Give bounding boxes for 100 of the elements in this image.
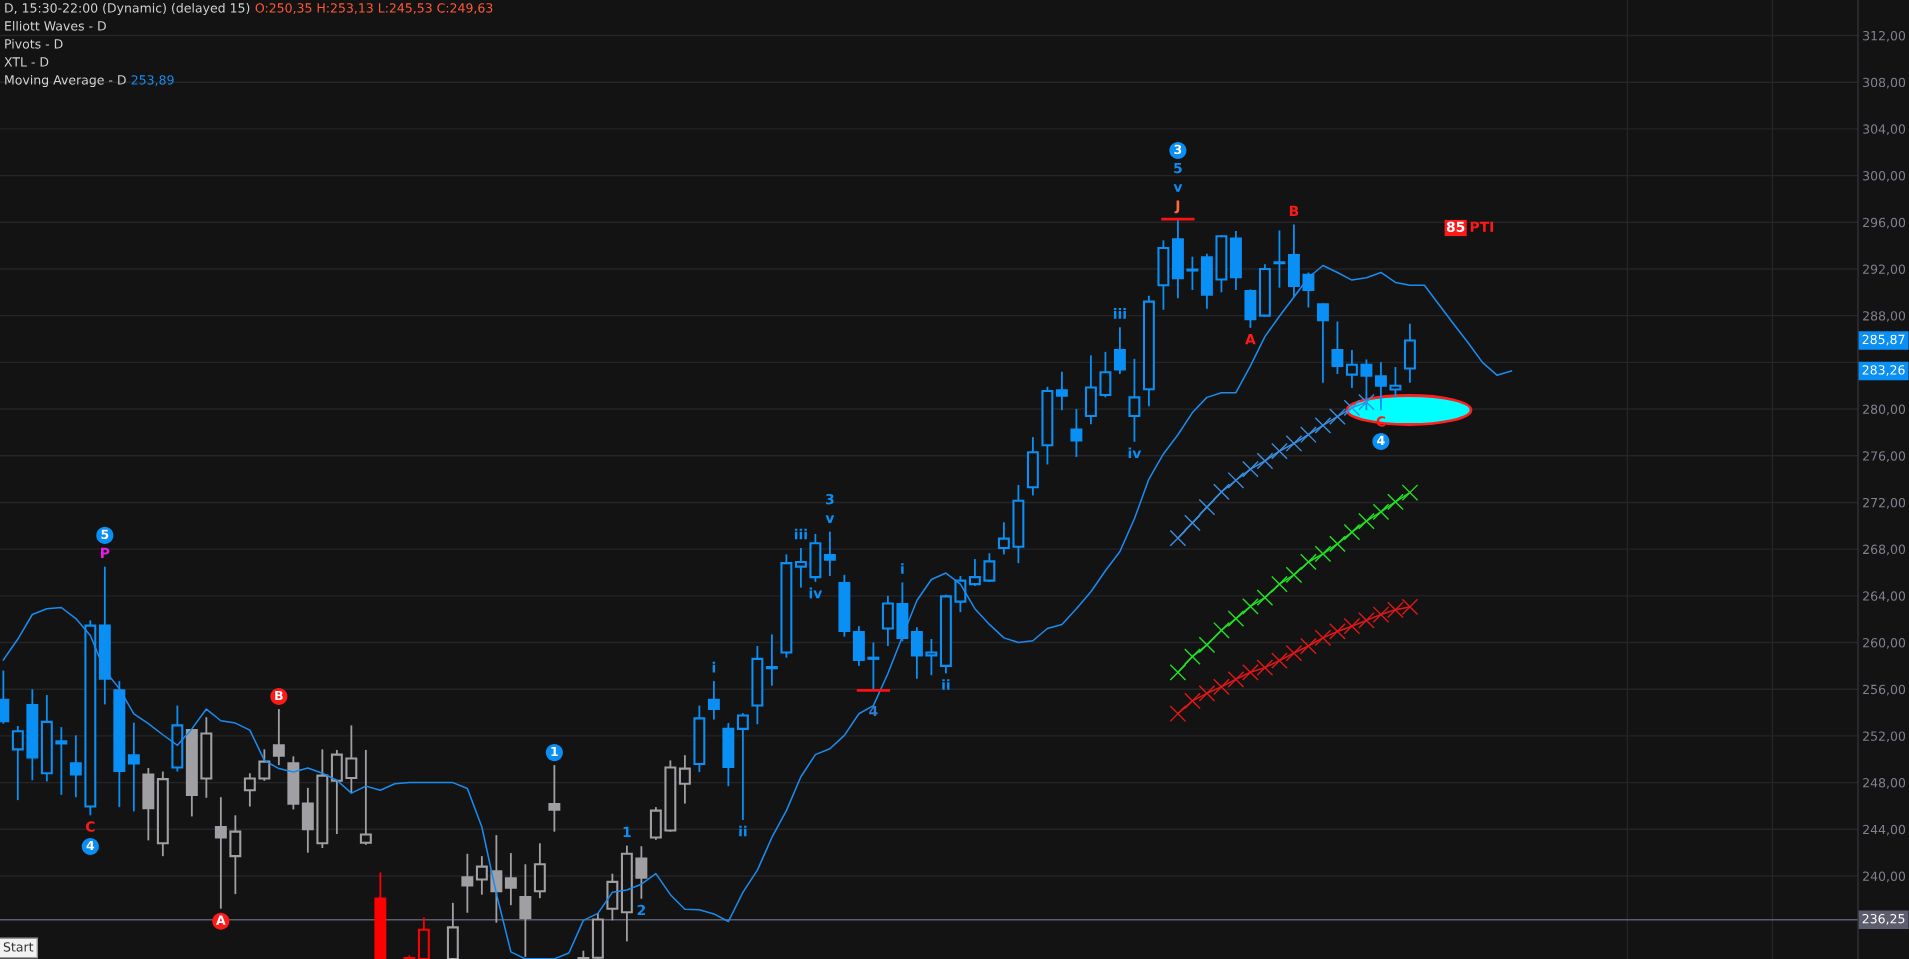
annotation: v [1173,184,1183,192]
annotation: PTI [1470,221,1494,232]
point [1343,523,1361,541]
point [1242,460,1259,478]
point [1329,623,1346,640]
point [1227,610,1245,627]
annotation: 253,89 [131,75,174,86]
point [1198,498,1216,516]
annotation: 4 [869,705,878,717]
point [1227,670,1245,688]
annotation: A [1245,334,1256,345]
point [1372,503,1390,521]
candlestick [55,726,68,796]
y-tick-label: 264,00 [1863,591,1906,603]
annotation: 4 [1377,435,1385,445]
point [1329,535,1346,553]
annotation: 5 [101,529,109,540]
candlestick [1099,350,1112,399]
point [1358,612,1375,629]
point [1169,663,1187,681]
annotation: Moving Average - D [5,74,126,88]
point [1285,566,1303,584]
y-tick-label: 268,00 [1863,544,1906,556]
annotation: iv [809,587,823,599]
candlestick [1389,366,1402,399]
point [1213,621,1230,639]
point [1358,512,1375,530]
point [1256,659,1274,676]
point [1256,452,1274,470]
y-tick-label: 304,00 [1863,124,1906,136]
y-tick-label: 308,00 [1863,77,1906,89]
candlestick [1186,255,1199,291]
candlestick [359,749,372,846]
y-tick-label: 300,00 [1863,171,1906,182]
annotation: ii [739,825,747,837]
candlestick [127,721,140,813]
point [1242,598,1259,615]
point [1198,684,1216,702]
point [1256,589,1274,606]
y-tick-label: 276,00 [1863,451,1906,462]
point [1242,663,1259,681]
point [1343,617,1361,635]
y-tick-label: 280,00 [1863,404,1906,416]
annotation: Elliott Waves - D [5,20,106,31]
annotation: O:250,35 H:253,13 L:245,53 C:249,63 [255,3,493,14]
point [1227,471,1245,489]
annotation: C [85,821,95,832]
point [1314,417,1332,434]
annotation: P [101,547,110,558]
point [1169,529,1187,547]
annotation: 3 [825,493,834,505]
candlestick [1331,320,1344,375]
annotation: Start [3,942,34,952]
candlestick [765,633,778,687]
point [1184,514,1201,532]
candlestick [69,734,82,799]
candlestick [794,547,807,589]
point [1372,606,1390,623]
point [1300,426,1317,444]
annotation: C [1376,416,1386,427]
candlestick [548,764,561,833]
annotation: B [1289,205,1299,216]
point [1285,644,1303,662]
candlestick [1113,326,1126,375]
candlestick [635,845,648,900]
point [1184,692,1201,710]
point [1358,393,1375,411]
candlestick [214,796,227,910]
candlestick [11,725,24,802]
candlestick [1273,229,1286,289]
annotation: 85 [1446,221,1465,233]
annotation: J [1174,200,1180,214]
annotation: 2 [637,904,645,916]
candlestick [258,748,271,782]
candlestick [968,558,981,587]
candlestick [272,708,285,767]
annotation: 1 [623,826,631,837]
annotation: iii [1113,308,1126,319]
annotation: i [712,661,716,673]
candlestick [1316,302,1329,384]
candlestick [707,680,720,721]
point [1343,399,1361,417]
y-tick-label: 292,00 [1863,264,1906,276]
text: 285,87 [1862,334,1905,346]
point [1314,629,1332,647]
candlestick [1070,408,1083,458]
candlestick [867,641,880,692]
candlestick [925,638,938,677]
annotation: Pivots - D [5,38,63,49]
candlestick [1345,349,1358,389]
annotation: iv [1128,447,1142,459]
annotation: B [275,690,283,701]
candlestick [997,521,1010,556]
point [1198,636,1216,654]
candlestick [1055,370,1068,412]
point [1329,408,1346,425]
point [1271,652,1288,669]
y-tick-label: 240,00 [1863,871,1906,883]
y-tick-label: 252,00 [1863,731,1906,743]
point [1271,442,1288,460]
